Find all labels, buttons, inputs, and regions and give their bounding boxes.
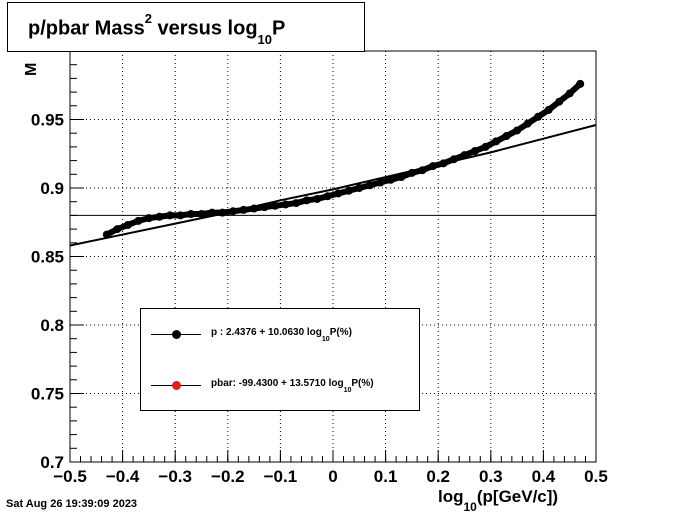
x-tick-label: −0.4 (106, 467, 140, 486)
p-data-point (281, 200, 290, 209)
p-data-point (313, 194, 322, 203)
p-data-point (555, 97, 564, 106)
p-data-point (323, 192, 332, 201)
p-data-point (428, 162, 437, 171)
p-data-point (449, 155, 458, 164)
p-data-point (134, 216, 143, 225)
p-data-point (565, 89, 574, 98)
tick-labels: −0.5 −0.4 −0.3 −0.2 −0.1 0 0.1 0.2 0.3 0.4 0.5 0.7 0… (31, 111, 608, 487)
p-data-point (176, 211, 185, 220)
p-data-point (513, 126, 522, 135)
title-box: p/pbar Mass2 versus log10P (7, 2, 365, 52)
legend-marker-pbar (172, 381, 181, 390)
p-data-point (355, 184, 364, 192)
p-data-point (502, 131, 511, 140)
y-axis-label: M (23, 63, 40, 76)
p-data-point (534, 112, 543, 121)
p-data-point (523, 119, 532, 128)
p-data-point (576, 79, 585, 88)
p-data-point (123, 220, 132, 229)
p-data-point (260, 203, 269, 212)
x-tick-label: 0.5 (584, 467, 608, 486)
x-tick-label: −0.3 (158, 467, 192, 486)
p-data-point (218, 208, 227, 217)
fit-line-series (69, 124, 597, 247)
x-tick-label: 0.2 (426, 467, 450, 486)
chart-title: p/pbar Mass2 versus log10P (28, 11, 286, 47)
x-tick-label: −0.2 (211, 467, 245, 486)
p-data-point (271, 201, 280, 210)
p-data-point (229, 207, 238, 216)
p-data-point (544, 105, 553, 114)
p-data-point (186, 210, 195, 219)
p-data-point (165, 211, 174, 220)
x-axis-label: log10(p[GeV/c]) (438, 487, 559, 514)
timestamp-footer: Sat Aug 26 19:39:09 2023 (6, 498, 138, 510)
p-data-series (102, 79, 585, 239)
p-data-band (103, 80, 584, 238)
p-data-point (102, 230, 111, 239)
grid (70, 51, 596, 462)
p-data-point (407, 168, 416, 177)
legend-label-p: p : 2.4376 + 10.0630 log10P(%) (211, 327, 352, 343)
p-data-point (365, 181, 374, 190)
p-data-point (113, 225, 122, 234)
p-data-point (208, 208, 217, 217)
p-data-point (397, 173, 406, 182)
p-data-point (344, 186, 353, 195)
x-tick-label: 0.1 (374, 467, 398, 486)
p-data-point (239, 205, 248, 214)
p-data-point (334, 189, 343, 198)
p-data-point (144, 214, 153, 223)
y-tick-label: 0.85 (31, 248, 64, 267)
p-data-point (471, 147, 480, 156)
y-tick-label: 0.95 (31, 111, 64, 130)
legend-entry-pbar: pbar: -99.4300 + 13.5710 log10P(%) (151, 375, 416, 395)
y-tick-label: 0.75 (31, 385, 64, 404)
p-data-point (250, 204, 259, 213)
p-data-point (155, 212, 164, 221)
legend-entry-p: p : 2.4376 + 10.0630 log10P(%) (151, 324, 416, 344)
x-tick-label: 0 (328, 467, 337, 486)
p-data-point (292, 199, 301, 208)
p-data-point (197, 210, 206, 219)
p-data-point (439, 159, 448, 168)
p-data-point (492, 137, 501, 146)
legend-label-pbar: pbar: -99.4300 + 13.5710 log10P(%) (211, 378, 374, 394)
p-data-point (418, 166, 427, 175)
y-tick-label: 0.8 (40, 316, 64, 335)
x-tick-label: −0.5 (53, 467, 87, 486)
x-tick-label: 0.4 (532, 467, 556, 486)
fit-line (69, 124, 597, 247)
x-tick-label: −0.1 (264, 467, 298, 486)
p-data-point (376, 178, 385, 187)
y-tick-label: 0.9 (40, 179, 64, 198)
p-data-point (460, 151, 469, 160)
legend: p : 2.4376 + 10.0630 log10P(%) pbar: -99… (140, 308, 420, 411)
p-data-point (302, 196, 311, 205)
legend-marker-p (172, 330, 181, 339)
p-data-point (481, 142, 490, 151)
x-tick-label: 0.3 (479, 467, 503, 486)
y-tick-label: 0.7 (40, 453, 64, 472)
p-data-point (386, 175, 395, 184)
